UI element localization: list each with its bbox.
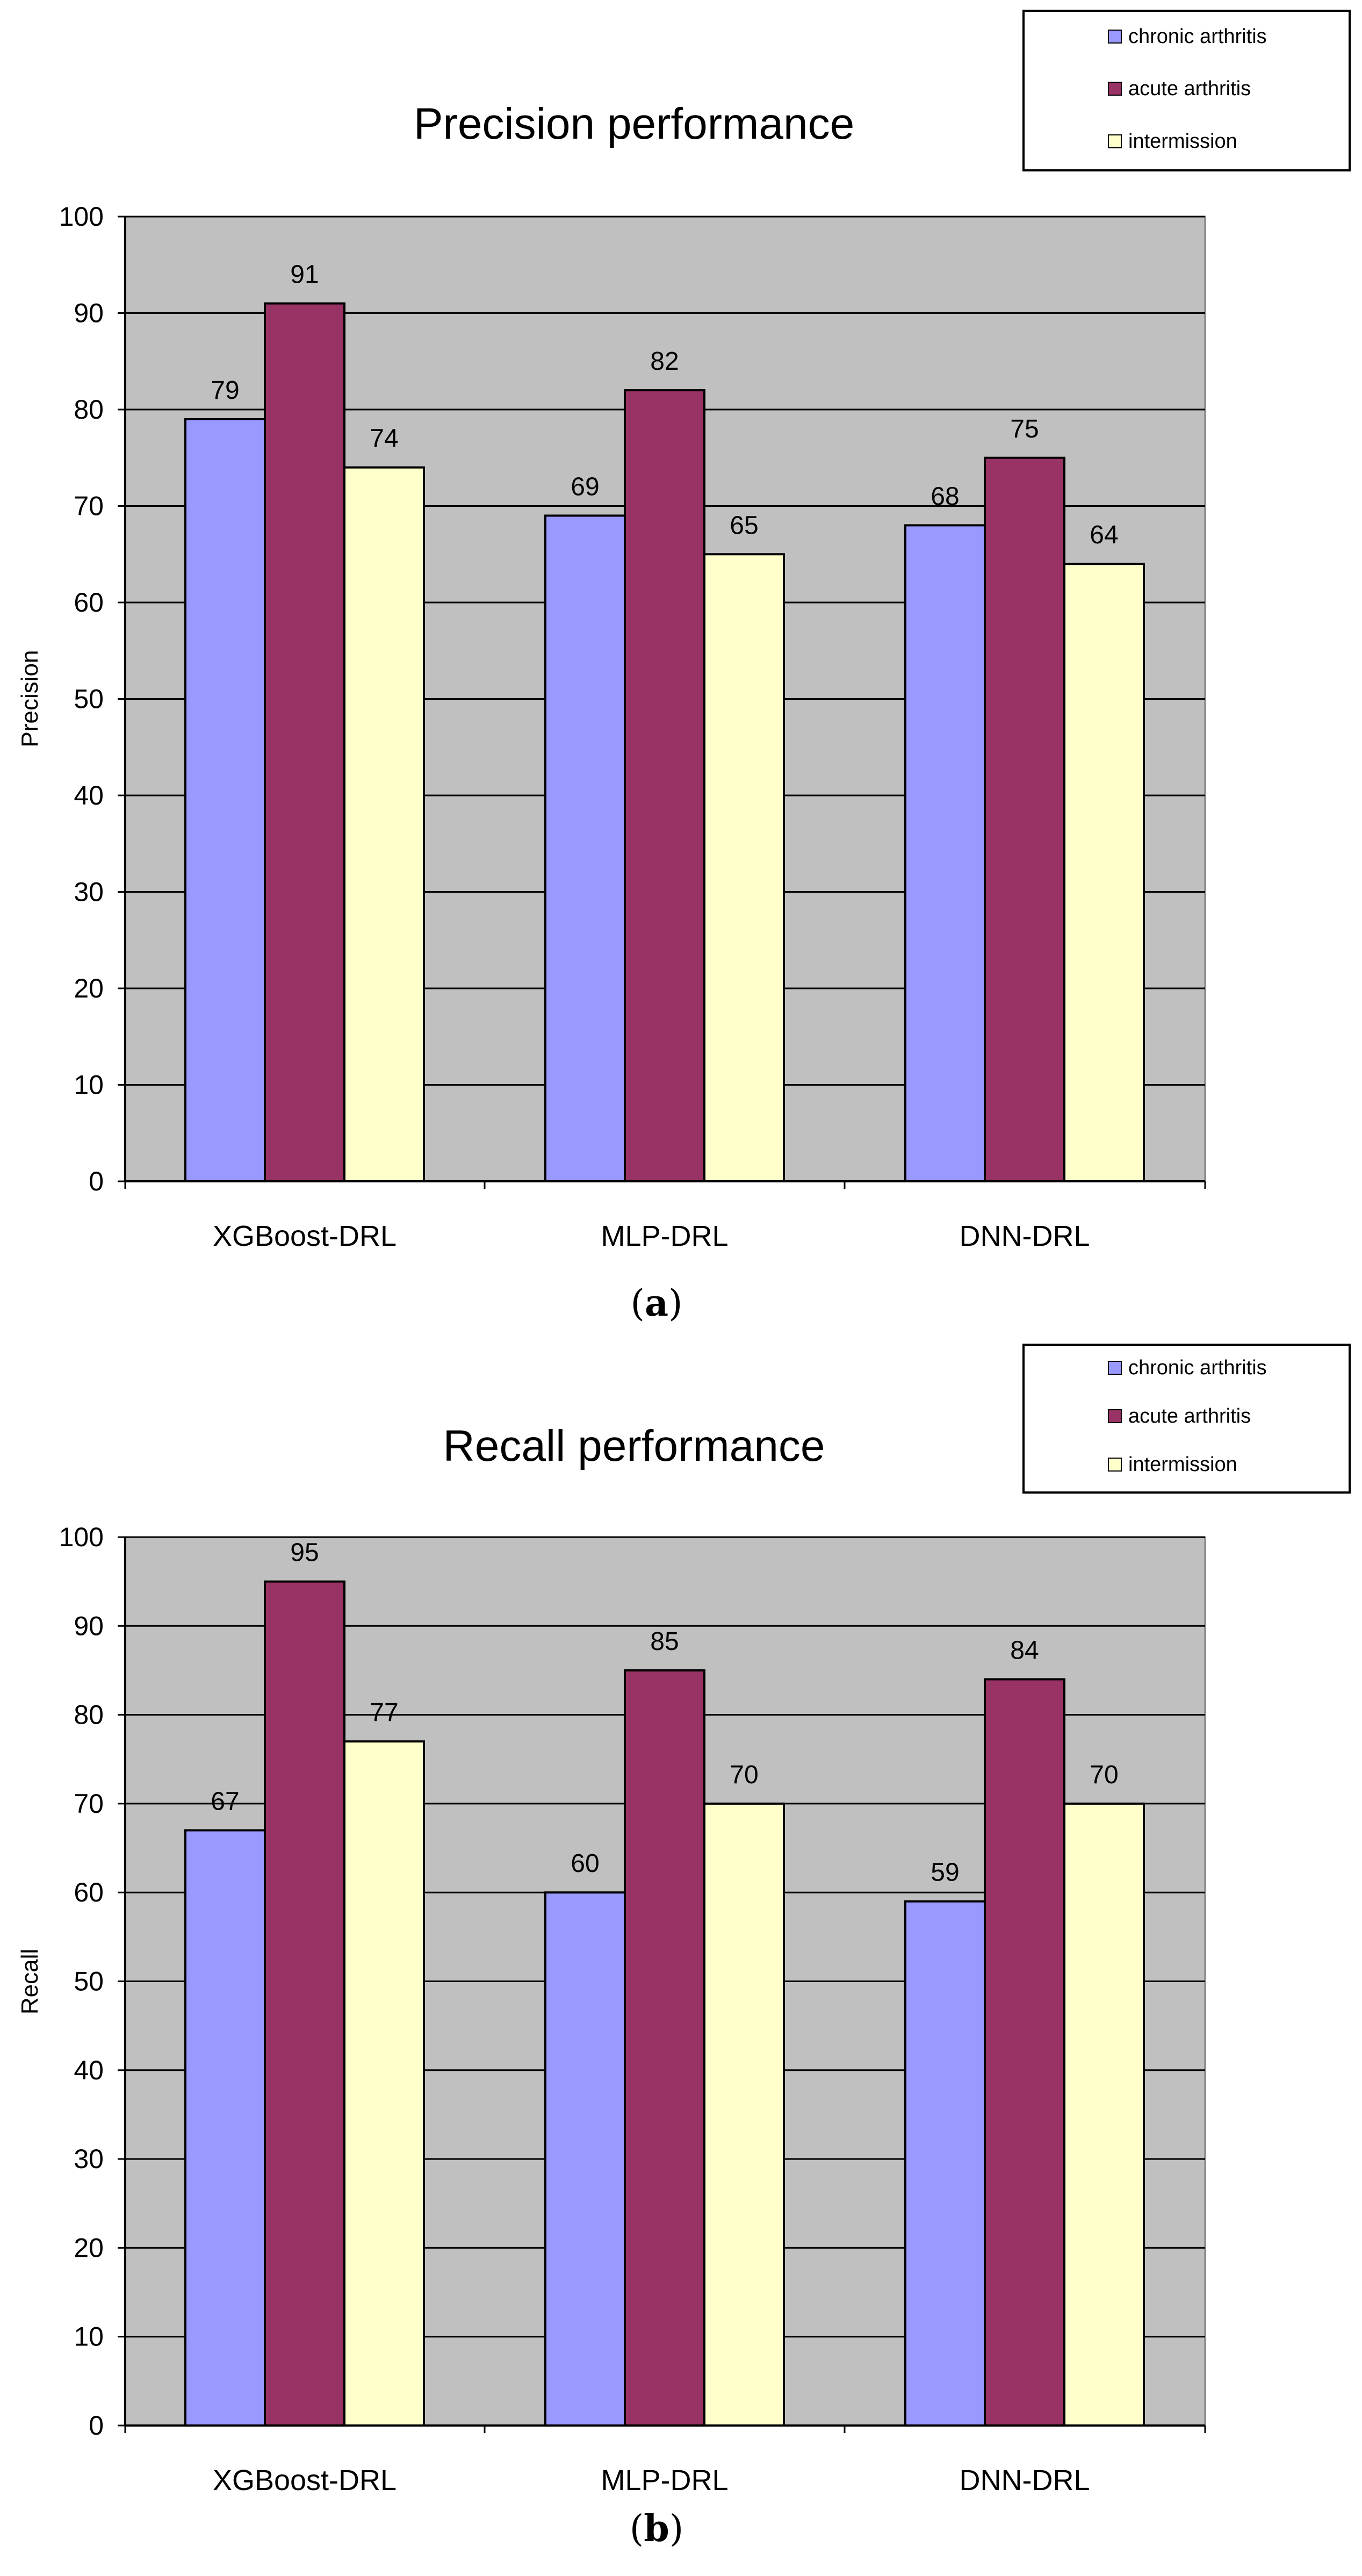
legend-label: acute arthritis [1128,1405,1251,1427]
bar [1063,1802,1145,2427]
y-tick-label: 100 [59,1522,104,1552]
panel-caption: (b) [630,2507,684,2550]
y-tick-label: 20 [74,2233,104,2263]
chart-title: Recall performance [443,1422,825,1470]
data-label: 67 [211,1787,239,1816]
data-label: 77 [370,1698,398,1727]
panel-b-recall: 0 10 20 30 40 50 60 70 80 90 100 67 95 77 XGBoost-DRL 6… [17,1344,1351,2550]
data-label: 85 [650,1627,679,1656]
data-label: 84 [1010,1636,1039,1664]
legend-swatch [1108,134,1122,148]
y-tick-label: 50 [74,1967,104,1997]
bar [264,302,345,1182]
data-label: 79 [211,376,239,405]
y-tick-label: 20 [74,973,104,1003]
y-tick-label: 80 [74,394,104,425]
y-tick-label: 30 [74,2144,104,2174]
data-label: 69 [571,472,599,501]
y-tick-label: 40 [74,780,104,810]
x-tick-label: XGBoost-DRL [213,1220,397,1252]
legend-label: chronic arthritis [1128,1357,1267,1379]
y-axis-label: Precision [17,650,43,748]
bar [984,456,1065,1182]
legend-swatch [1108,1458,1122,1472]
chart-title: Precision performance [414,99,854,148]
data-label: 68 [931,482,959,511]
legend-swatch [1108,1409,1122,1423]
bar [184,1829,266,2427]
panel-a-precision: 0 10 20 30 40 50 60 70 80 90 100 79 91 74 XGBoost-DRL 6… [17,10,1351,1325]
legend-label: acute arthritis [1128,77,1251,100]
y-tick-label: 90 [74,298,104,328]
bar [544,1891,626,2427]
data-label: 64 [1090,521,1118,549]
x-tick-label: DNN-DRL [960,1220,1090,1252]
legend-box [1022,10,1351,171]
bar [984,1678,1065,2427]
data-label: 65 [730,511,758,540]
legend-box [1022,1344,1351,1494]
bar [624,389,705,1182]
x-tick-label: MLP-DRL [601,2464,728,2496]
bar [544,514,626,1183]
y-tick-label: 60 [74,1877,104,1907]
data-label: 74 [370,425,398,453]
bar [184,418,266,1183]
y-tick-label: 80 [74,1700,104,1730]
bar [904,524,986,1182]
legend-swatch [1108,82,1122,96]
y-tick-label: 0 [89,1166,104,1196]
panel-caption-letter: b [644,2507,669,2550]
data-label: 70 [730,1761,758,1789]
data-label: 95 [290,1539,319,1567]
bar [343,1740,425,2427]
bar [904,1900,986,2427]
legend-swatch [1108,1361,1122,1375]
bar [343,466,425,1183]
y-tick-label: 40 [74,2055,104,2085]
y-axis-label: Recall [17,1949,43,2014]
data-label: 60 [571,1849,599,1878]
y-tick-label: 30 [74,877,104,907]
data-label: 82 [650,347,679,376]
data-label: 75 [1010,415,1039,443]
x-tick-label: MLP-DRL [601,1220,728,1252]
y-tick-label: 60 [74,587,104,618]
legend-label: chronic arthritis [1128,25,1267,48]
y-tick-label: 0 [89,2410,104,2441]
y-tick-label: 50 [74,684,104,714]
legend-label: intermission [1128,130,1237,153]
x-tick-label: DNN-DRL [960,2464,1090,2496]
bar [703,1802,785,2427]
y-tick-label: 70 [74,491,104,521]
bar [624,1669,705,2427]
panel-caption-letter: a [645,1282,668,1325]
data-label: 91 [290,261,319,289]
data-label: 59 [931,1859,959,1887]
legend-label: intermission [1128,1453,1237,1476]
y-tick-label: 10 [74,2322,104,2352]
y-tick-label: 10 [74,1070,104,1100]
y-tick-label: 90 [74,1611,104,1641]
bar [703,553,785,1182]
legend-swatch [1108,30,1122,44]
y-tick-label: 100 [59,202,104,232]
y-tick-label: 70 [74,1789,104,1819]
panel-caption: (a) [630,1282,682,1325]
bar [264,1580,345,2427]
x-tick-label: XGBoost-DRL [213,2464,397,2496]
bar [1063,563,1145,1182]
data-label: 70 [1090,1761,1118,1789]
